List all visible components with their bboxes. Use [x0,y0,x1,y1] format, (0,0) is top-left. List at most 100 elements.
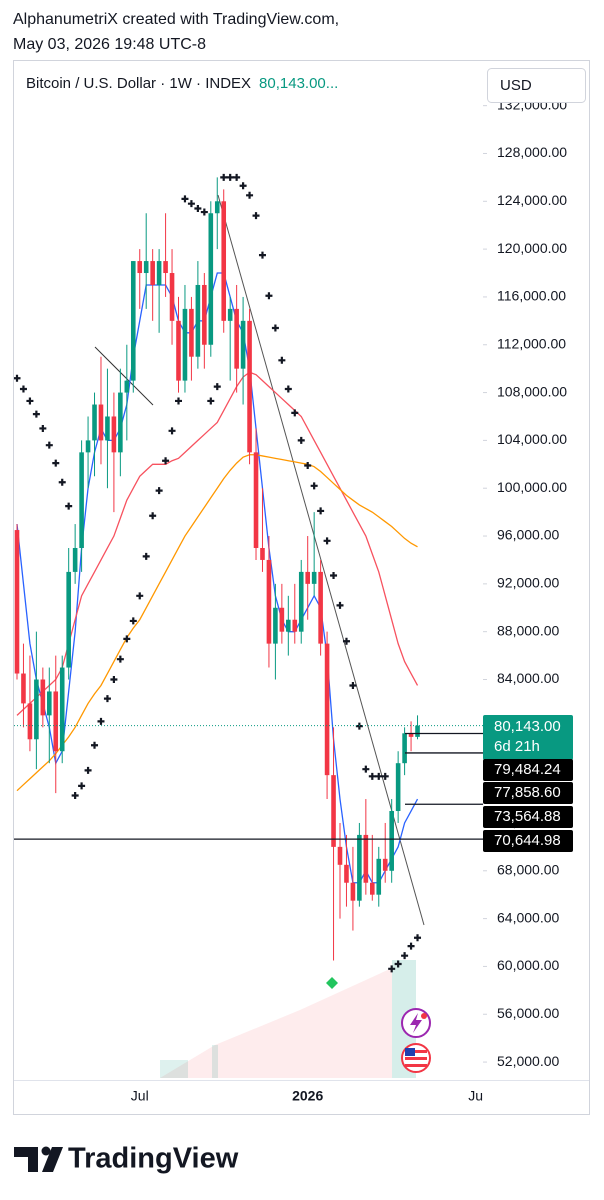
sar-point [187,200,195,208]
candle-body [130,261,136,381]
sar-point [304,462,312,470]
candle-body [156,261,162,285]
candle-body [376,858,382,895]
currency-button[interactable] [487,68,586,103]
y-tick-label: 68,000.00 [497,861,559,877]
volume-profile [160,1060,188,1078]
candle-body [27,703,33,740]
sar-point [123,635,131,643]
y-tick-label: 120,000.00 [497,240,567,256]
sar-point [116,655,124,663]
flag-canton [405,1048,415,1056]
sar-point [368,772,376,780]
sar-point [194,204,202,212]
candle-body [40,679,46,716]
series-layer [14,173,483,973]
decorations [94,194,425,1078]
sar-point [26,397,34,405]
candle-body [21,673,26,704]
sar-point [342,637,350,645]
candle-body [59,667,65,752]
candle-body [98,404,104,441]
sar-point [284,385,292,393]
y-tick-label: 96,000.00 [497,527,559,543]
sar-point [336,601,344,609]
sar-point [220,173,228,181]
candle-body [382,858,388,871]
alert-icon-bolt [410,1013,422,1033]
candle-body [105,416,110,441]
sar-point [162,457,170,465]
sar-point [355,722,363,730]
y-tick-label: 112,000.00 [497,335,566,351]
price-line-badge [483,806,573,828]
legend-bg [14,66,484,102]
legend-title: Bitcoin / U.S. Dollar · 1W · INDEX [26,75,251,92]
candle-body [286,619,291,632]
flag-stripe [405,1057,427,1060]
candle-body [311,571,317,584]
candle-body [202,284,207,345]
chart-frame [13,60,590,1115]
candle-body [176,320,181,381]
candle-body [350,882,356,901]
sar-point [32,410,40,418]
header-date: May 03, 2026 19:48 UTC-8 [13,36,206,53]
y-tick-label: 64,000.00 [497,909,559,925]
sar-point [45,441,53,449]
candle-body [34,679,39,740]
candle-body [318,571,323,644]
candle-body [305,571,310,584]
logo-mark [14,1147,38,1172]
candle-body [363,834,369,883]
sar-point [136,592,144,600]
sar-point [401,952,409,960]
logo-mark [42,1147,63,1172]
sar-point [84,766,92,774]
candle-body [111,416,117,453]
sar-point [181,195,189,203]
sar-point [103,695,111,703]
candle-body [143,261,149,274]
header-author: AlphanumetriX created with TradingView.c… [13,11,339,28]
y-tick-label: 100,000.00 [497,479,567,495]
price-line-label: 77,858.60 [494,784,561,801]
legend-symbol: Bitcoin / U.S. Dollar · 1W · INDEX 80,143… [26,75,338,92]
sar-point [233,173,241,181]
sar-point [349,681,357,689]
candle-body [337,846,343,865]
candle-body [234,308,239,369]
sar-point [14,374,21,382]
candle-body [344,864,349,883]
price-line-label: 73,564.88 [494,808,561,825]
y-tick-label: 116,000.00 [497,288,566,304]
y-tick-label: 60,000.00 [497,957,559,973]
candle-body [47,691,52,716]
y-tick-label: 104,000.00 [497,431,567,447]
candle-body [292,619,298,632]
candle-body [357,834,362,901]
candle-body [247,320,252,453]
sar-point [271,324,279,332]
countdown-label: 6d 21h [494,738,540,755]
sar-point [213,383,221,391]
sar-point [394,960,402,968]
price-line-badge [483,830,573,852]
brand-name: TradingView [68,1143,239,1175]
candle-body [331,775,336,847]
brand-logo [14,1146,63,1172]
last-price-badge [483,715,573,760]
sar-point [381,772,389,780]
sar-point [317,507,325,515]
sar-point [330,571,338,579]
candle-body [273,607,278,644]
sar-point [78,782,86,790]
sar-point [71,791,79,799]
candle-body [85,440,91,453]
candle-body [279,607,285,632]
y-tick-label: 56,000.00 [497,1005,559,1021]
candle-body [163,261,168,274]
sar-point [407,942,415,950]
price-axis: 52,000.00 56,000.00 60,000.00 64,000.00 68,0… [483,96,567,1069]
